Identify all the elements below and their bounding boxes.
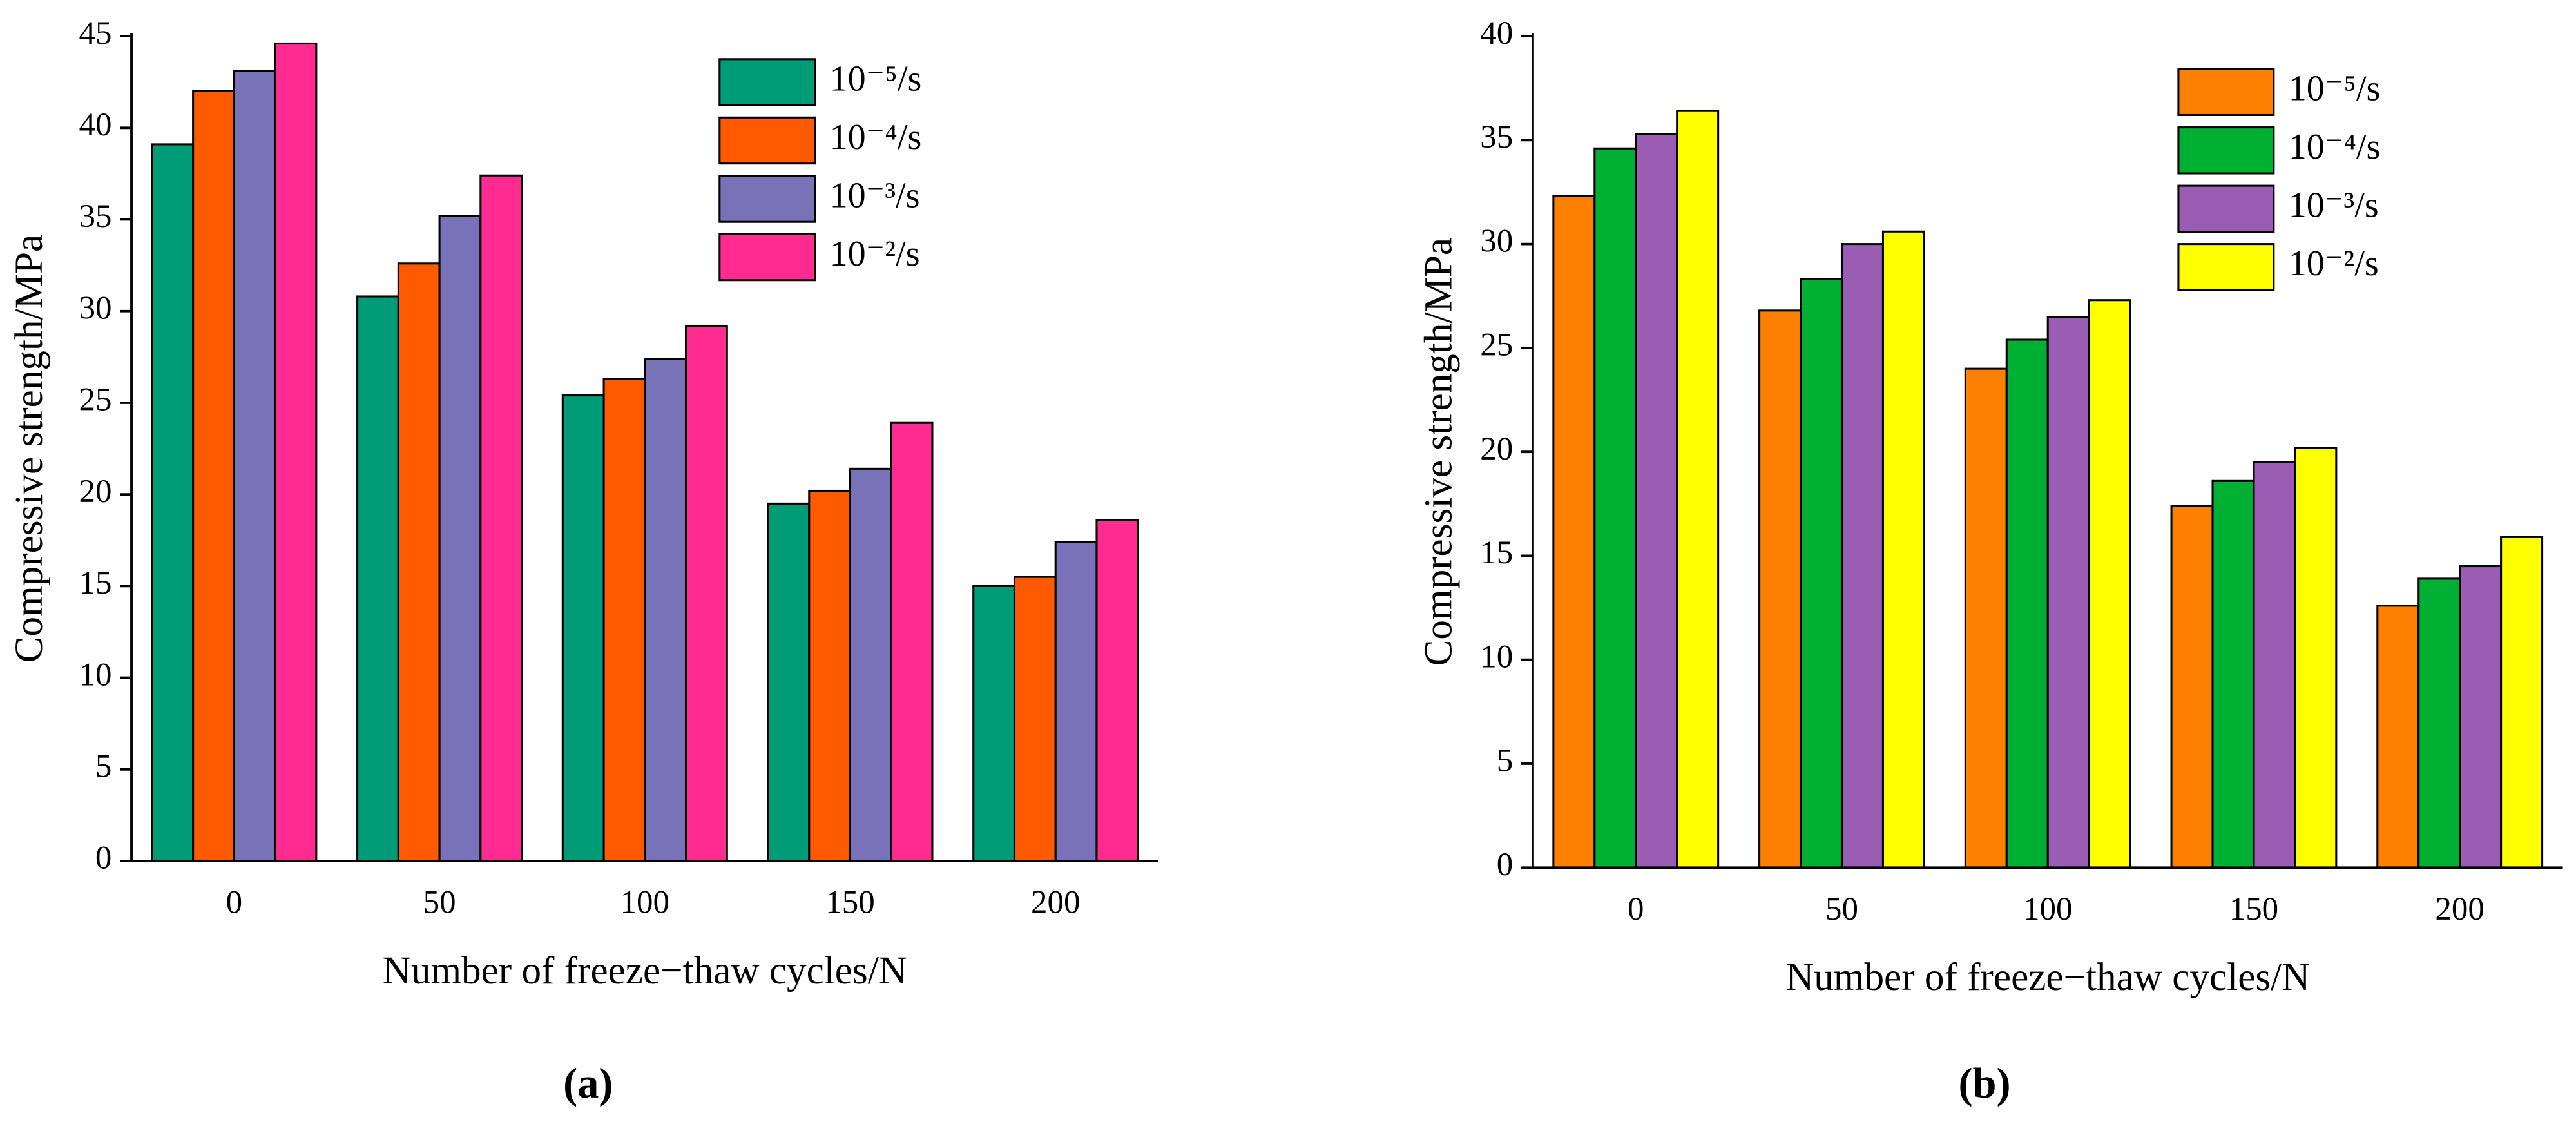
legend-label: 10⁻³/s (830, 175, 920, 215)
bar (274, 42, 318, 862)
bar (2253, 461, 2296, 869)
legend-swatch (2177, 184, 2275, 233)
x-tick-label: 100 (2023, 891, 2072, 927)
legend-swatch (718, 116, 816, 165)
y-tick-label: 35 (1480, 119, 1513, 155)
bar (397, 262, 441, 862)
bar (2417, 577, 2461, 869)
bar (1840, 243, 1884, 869)
x-tick-label: 150 (2229, 891, 2278, 927)
y-axis-label: Compressive strength/MPa (7, 235, 51, 663)
bar (1013, 576, 1057, 862)
bar (2211, 479, 2255, 869)
legend-label: 10⁻²/s (830, 234, 920, 274)
bar (644, 358, 687, 862)
x-tick-label: 200 (2435, 891, 2484, 927)
legend-label: 10⁻⁵/s (2289, 69, 2381, 109)
bar (438, 215, 482, 862)
bar (808, 489, 852, 862)
legend-swatch (2177, 243, 2275, 291)
x-axis-label: Number of freeze−thaw cycles/N (383, 949, 907, 993)
bar (1881, 230, 1925, 869)
y-tick-label: 10 (79, 657, 111, 693)
y-tick-label: 25 (79, 382, 111, 418)
bar (1593, 147, 1637, 869)
y-tick-label: 30 (1480, 223, 1513, 259)
bar (561, 394, 605, 862)
caption: (b) (1959, 1060, 2011, 1107)
bar (602, 378, 646, 862)
y-tick-label: 15 (1480, 535, 1513, 571)
legend-label: 10⁻²/s (2289, 244, 2379, 284)
y-tick-label: 15 (79, 565, 111, 601)
bar (1552, 195, 1596, 869)
caption: (a) (563, 1060, 613, 1107)
y-axis-label: Compressive strength/MPa (1417, 238, 1461, 666)
bar (151, 143, 195, 862)
bar (890, 421, 934, 862)
x-tick-label: 50 (1825, 891, 1858, 927)
y-tick-label: 20 (1480, 431, 1513, 467)
legend-label: 10⁻³/s (2289, 186, 2379, 226)
y-tick-label: 0 (1497, 847, 1514, 883)
y-tick-label: 45 (79, 15, 111, 52)
x-tick-label: 50 (423, 885, 456, 921)
bar (2088, 299, 2131, 869)
y-tick-label: 5 (1497, 743, 1514, 779)
bar (1758, 309, 1802, 869)
bar (192, 90, 235, 862)
bar (2046, 315, 2090, 869)
x-axis-label: Number of freeze−thaw cycles/N (1785, 955, 2310, 999)
bar (767, 502, 811, 862)
x-tick-label: 100 (620, 885, 669, 921)
bar (2459, 565, 2503, 869)
bar (233, 70, 276, 862)
y-tick-label: 35 (79, 199, 111, 235)
legend-swatch (718, 233, 816, 282)
legend-swatch (2177, 68, 2275, 117)
bar (972, 585, 1016, 862)
bar (849, 467, 892, 862)
bar (1054, 541, 1098, 862)
bar (2005, 338, 2049, 869)
y-tick-label: 25 (1480, 327, 1513, 363)
x-tick-label: 200 (1031, 885, 1080, 921)
bar (2376, 605, 2420, 869)
bar (1095, 519, 1139, 862)
bar (2500, 536, 2544, 869)
legend-swatch (2177, 126, 2275, 175)
legend-swatch (718, 175, 816, 223)
bar (356, 295, 399, 862)
bar (1676, 110, 1720, 869)
y-tick-label: 10 (1480, 639, 1513, 675)
legend-label: 10⁻⁵/s (830, 59, 922, 99)
y-tick-label: 40 (1480, 15, 1513, 52)
legend-label: 10⁻⁴/s (2289, 127, 2381, 167)
y-tick-label: 5 (95, 749, 112, 785)
legend-label: 10⁻⁴/s (830, 117, 922, 157)
y-tick-label: 40 (79, 107, 111, 143)
x-tick-label: 150 (825, 885, 874, 921)
y-tick-label: 30 (79, 290, 111, 326)
bar (2294, 447, 2338, 869)
bar (685, 324, 728, 862)
y-tick-label: 0 (95, 840, 112, 876)
y-tick-label: 20 (79, 474, 111, 510)
x-tick-label: 0 (226, 885, 243, 921)
bar (479, 174, 523, 862)
legend-swatch (718, 58, 816, 106)
x-tick-label: 0 (1628, 891, 1644, 927)
bar (1800, 278, 1843, 869)
bar (1635, 133, 1678, 869)
bar (1964, 367, 2008, 869)
bar (2170, 505, 2214, 869)
